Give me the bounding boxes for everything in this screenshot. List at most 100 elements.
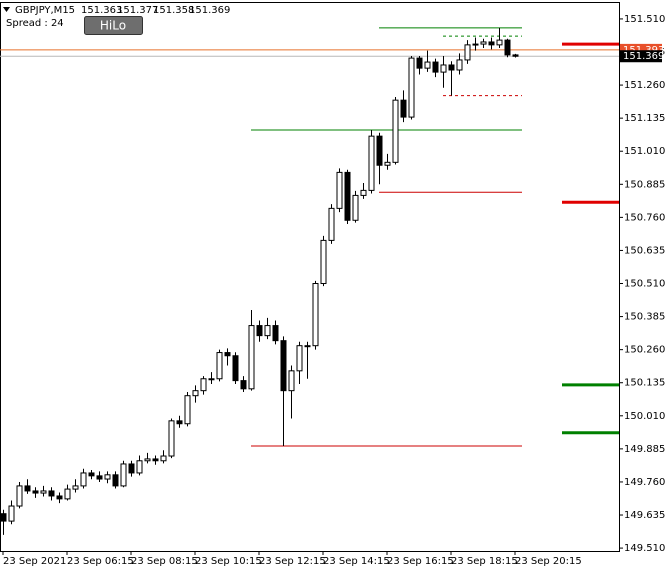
candle-body <box>16 485 23 507</box>
candle-body <box>336 171 343 209</box>
candle-body <box>104 474 111 480</box>
candle-body <box>472 43 479 46</box>
candle-body <box>496 39 503 46</box>
candle-body <box>424 61 431 69</box>
y-tick-label: 149.760 <box>624 477 665 488</box>
candle-body <box>152 458 159 462</box>
menu-arrow[interactable] <box>3 7 10 12</box>
y-tick-label: 150.885 <box>624 179 665 190</box>
candle-body <box>376 135 383 166</box>
quote-open: 151.363 <box>81 5 122 16</box>
candle-body <box>408 57 415 118</box>
hilo-button[interactable]: HiLo <box>84 16 143 35</box>
candle-body <box>112 474 119 487</box>
candle-body <box>256 325 263 337</box>
x-tick-label: 23 Sep 18:15 <box>451 556 518 567</box>
candle-body <box>72 485 79 490</box>
candle-body <box>216 352 223 380</box>
candle-body <box>368 135 375 191</box>
candle-body <box>24 485 31 492</box>
quote-close: 151.369 <box>189 5 230 16</box>
candle-body <box>304 345 311 348</box>
candle-body <box>144 458 151 462</box>
candle-body <box>224 352 231 357</box>
y-tick-label: 150.510 <box>624 279 665 290</box>
candle-body <box>248 325 255 390</box>
y-tick-label: 149.635 <box>624 510 665 521</box>
plot-area <box>0 27 619 535</box>
y-tick-label: 151.135 <box>624 113 665 124</box>
candle-body <box>8 505 15 522</box>
x-tick-label: 23 Sep 10:15 <box>195 556 262 567</box>
price-marker-label: 151.369 <box>623 51 664 62</box>
y-tick-label: 150.135 <box>624 378 665 389</box>
candle-body <box>456 59 463 71</box>
candle-body <box>264 325 271 337</box>
candle-body <box>392 99 399 163</box>
y-tick-label: 151.010 <box>624 146 665 157</box>
candle-body <box>280 340 287 392</box>
candle-body <box>512 54 519 57</box>
x-tick-label: 23 Sep 06:15 <box>67 556 134 567</box>
y-tick-label: 150.760 <box>624 212 665 223</box>
candle-body <box>192 390 199 397</box>
candle-body <box>184 395 191 425</box>
y-tick-label: 150.260 <box>624 345 665 356</box>
y-tick-label: 151.510 <box>624 14 665 25</box>
candle-body <box>464 44 471 61</box>
candle-body <box>64 488 71 500</box>
quote-low: 151.358 <box>153 5 194 16</box>
candle-body <box>56 495 63 500</box>
candle-body <box>240 380 247 390</box>
y-tick-label: 150.635 <box>624 245 665 256</box>
candle-body <box>128 463 135 474</box>
x-tick-label: 23 Sep 14:15 <box>323 556 390 567</box>
x-tick-label: 23 Sep 12:15 <box>259 556 326 567</box>
candle-body <box>208 378 215 381</box>
candle-body <box>360 189 367 196</box>
candle-body <box>160 455 167 462</box>
x-tick-label: 23 Sep 2021 <box>3 556 66 567</box>
candle-body <box>272 325 279 342</box>
candle-body <box>88 472 95 477</box>
candle-body <box>480 41 487 45</box>
candle-body <box>384 161 391 166</box>
candle-body <box>344 171 351 221</box>
candle-body <box>504 39 511 56</box>
y-tick-label: 149.510 <box>624 543 665 554</box>
candle-body <box>320 239 327 285</box>
y-tick-label: 151.260 <box>624 80 665 91</box>
candle-body <box>0 513 7 522</box>
candle-body <box>232 355 239 382</box>
button-label[interactable]: HiLo <box>100 19 126 33</box>
candle-body <box>176 420 183 425</box>
candle-body <box>96 475 103 480</box>
candle-body <box>40 490 47 494</box>
candle-body <box>328 207 335 241</box>
candle-body <box>352 194 359 221</box>
candle-body <box>120 463 127 487</box>
candle-body <box>312 283 319 347</box>
candle-body <box>200 378 207 392</box>
candle-body <box>288 370 295 392</box>
candle-body <box>488 41 495 46</box>
candle-body <box>80 472 87 487</box>
button-bg[interactable] <box>84 16 143 35</box>
candle-body <box>400 99 407 118</box>
candle-body <box>32 490 39 494</box>
candle-body <box>416 57 423 69</box>
candle-body <box>440 64 447 73</box>
candle-body <box>136 460 143 474</box>
candle-body <box>432 61 439 73</box>
candle-body <box>296 345 303 372</box>
x-tick-label: 23 Sep 08:15 <box>131 556 198 567</box>
spread: Spread : 24 <box>6 18 64 29</box>
plot-frame <box>0 2 620 552</box>
x-tick-label: 23 Sep 20:15 <box>515 556 582 567</box>
y-tick-label: 149.885 <box>624 444 665 455</box>
candle-body <box>168 420 175 457</box>
y-tick-label: 150.385 <box>624 312 665 323</box>
symbol: GBPJPY,M15 <box>15 5 75 16</box>
